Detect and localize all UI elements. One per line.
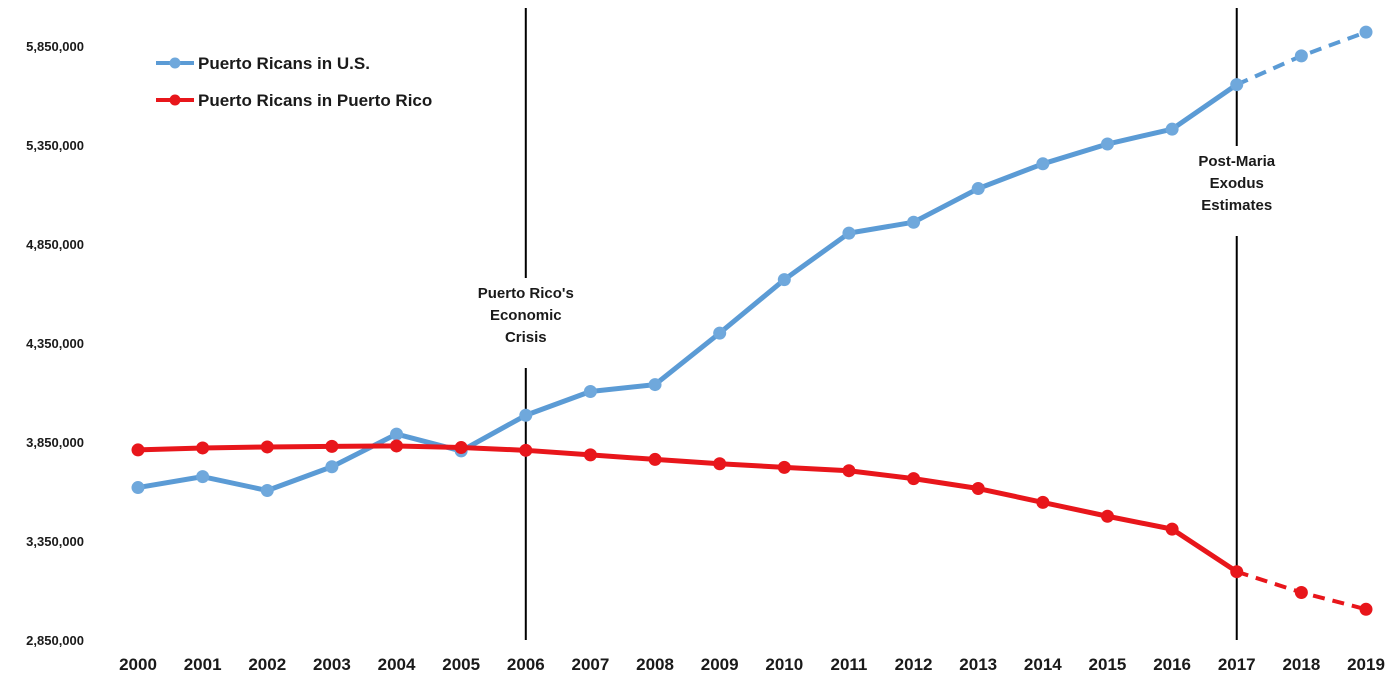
annotation-label: Estimates — [1201, 197, 1272, 214]
x-tick-label: 2003 — [313, 655, 351, 673]
x-tick-label: 2006 — [507, 655, 545, 673]
x-tick-label: 2014 — [1024, 655, 1062, 673]
x-tick-label: 2019 — [1347, 655, 1385, 673]
data-point — [971, 182, 985, 196]
x-tick-label: 2017 — [1218, 655, 1256, 673]
x-tick-label: 2015 — [1089, 655, 1127, 673]
data-point — [325, 460, 339, 474]
data-point — [1100, 137, 1114, 151]
data-point — [842, 464, 856, 478]
data-point — [325, 439, 339, 453]
y-tick-label: 4,350,000 — [26, 336, 84, 351]
data-point — [971, 482, 985, 496]
annotation-label: Economic — [490, 307, 562, 324]
data-point — [519, 443, 533, 457]
x-tick-label: 2013 — [959, 655, 997, 673]
data-point — [713, 326, 727, 340]
data-point — [196, 441, 210, 455]
data-point — [777, 460, 791, 474]
x-tick-label: 2008 — [636, 655, 674, 673]
data-point — [648, 378, 662, 392]
series-puerto-rico — [131, 439, 1373, 616]
annotation-lines: Puerto Rico's Economic Crisis Post-Maria Exo… — [478, 8, 1276, 640]
x-tick-label: 2010 — [765, 655, 803, 673]
data-point — [1100, 509, 1114, 523]
x-tick-label: 2001 — [184, 655, 222, 673]
annotation-label: Puerto Rico's — [478, 285, 574, 302]
data-point — [1359, 602, 1373, 616]
x-tick-label: 2007 — [572, 655, 610, 673]
data-point — [454, 441, 468, 455]
data-point — [1230, 78, 1244, 92]
data-point — [390, 427, 404, 441]
x-tick-label: 2005 — [442, 655, 480, 673]
x-tick-label: 2018 — [1282, 655, 1320, 673]
legend-swatch-marker — [169, 94, 181, 106]
data-point — [519, 408, 533, 422]
data-point — [1230, 565, 1244, 579]
data-point — [1294, 585, 1308, 599]
x-tick-label: 2002 — [248, 655, 286, 673]
legend-swatch-marker — [169, 57, 181, 69]
series-line — [137, 82, 1239, 494]
data-point — [260, 440, 274, 454]
annotation-label: Exodus — [1210, 175, 1264, 192]
y-tick-label: 3,850,000 — [26, 435, 84, 450]
y-tick-label: 2,850,000 — [26, 633, 84, 648]
legend: Puerto Ricans in U.S. Puerto Ricans in Pu… — [156, 54, 432, 110]
y-tick-label: 5,350,000 — [26, 138, 84, 153]
y-axis: 2,850,000 3,350,000 3,850,000 4,350,000 4,85… — [26, 39, 84, 648]
data-point — [196, 470, 210, 484]
data-point — [1359, 25, 1373, 39]
data-point — [260, 484, 274, 498]
data-point — [583, 385, 597, 399]
y-tick-label: 5,850,000 — [26, 39, 84, 54]
y-tick-label: 3,350,000 — [26, 534, 84, 549]
x-tick-label: 2012 — [895, 655, 933, 673]
x-tick-label: 2016 — [1153, 655, 1191, 673]
y-tick-label: 4,850,000 — [26, 237, 84, 252]
x-axis: 2000 2001 2002 2003 2004 2005 2006 2007 2008 2009… — [119, 655, 1385, 673]
data-point — [907, 215, 921, 229]
series-layer — [131, 25, 1373, 616]
data-point — [1165, 122, 1179, 136]
annotation-label: Post-Maria — [1198, 153, 1275, 170]
x-tick-label: 2004 — [378, 655, 416, 673]
series-line — [137, 443, 1239, 574]
legend-label: Puerto Ricans in U.S. — [198, 54, 370, 73]
data-point — [1036, 157, 1050, 171]
x-tick-label: 2009 — [701, 655, 739, 673]
data-point — [1294, 49, 1308, 63]
legend-item: Puerto Ricans in Puerto Rico — [156, 91, 432, 110]
data-point — [1036, 495, 1050, 509]
data-point — [1165, 522, 1179, 536]
data-point — [777, 273, 791, 287]
data-point — [131, 481, 145, 495]
x-tick-label: 2011 — [831, 655, 868, 673]
data-point — [713, 457, 727, 471]
data-point — [583, 448, 597, 462]
data-point — [131, 443, 145, 457]
data-point — [390, 439, 404, 453]
legend-item: Puerto Ricans in U.S. — [156, 54, 370, 73]
data-point — [907, 472, 921, 486]
data-point — [842, 226, 856, 240]
series-us — [131, 25, 1373, 498]
x-tick-label: 2000 — [119, 655, 157, 673]
annotation-label: Crisis — [505, 329, 547, 346]
data-point — [648, 452, 662, 466]
legend-label: Puerto Ricans in Puerto Rico — [198, 91, 432, 110]
